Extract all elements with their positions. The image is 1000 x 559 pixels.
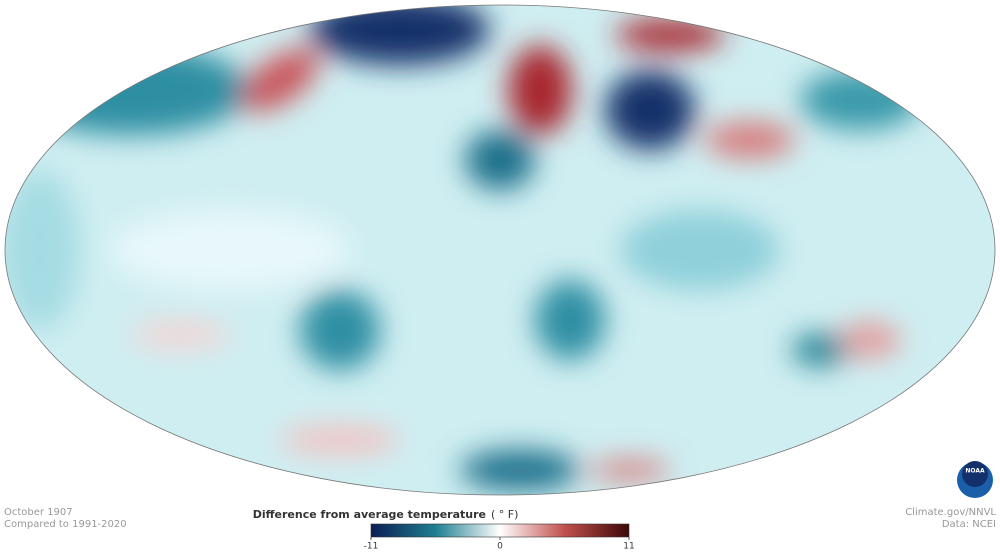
tick-label: 0 (497, 542, 503, 552)
map-date: October 1907 (4, 507, 73, 518)
credit-data: Data: NCEI (942, 519, 996, 530)
tick-label: -11 (364, 542, 379, 552)
tick-label: 11 (623, 542, 634, 552)
map-baseline: Compared to 1991-2020 (4, 519, 127, 530)
credit-source: Climate.gov/NNVL (905, 507, 996, 518)
color-scale (370, 523, 630, 538)
noaa-logo: NOAA (957, 461, 993, 498)
legend-unit: ( ° F) (491, 508, 518, 521)
temperature-map (5, 5, 995, 495)
logo-text: NOAA (965, 468, 985, 475)
legend-title: Difference from average temperature (253, 508, 486, 521)
legend-ticks: -11 0 11 (364, 537, 635, 552)
globe-outline (4, 4, 996, 496)
